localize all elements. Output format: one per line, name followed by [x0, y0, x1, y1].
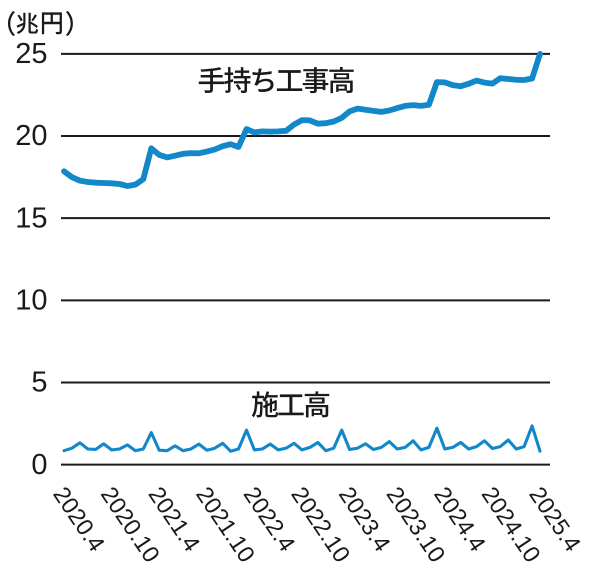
svg-text:10: 10 [15, 285, 47, 317]
svg-text:5: 5 [31, 367, 47, 399]
svg-text:25: 25 [15, 38, 47, 70]
svg-text:15: 15 [15, 202, 47, 234]
svg-text:20: 20 [15, 120, 47, 152]
svg-text:0: 0 [31, 449, 47, 481]
